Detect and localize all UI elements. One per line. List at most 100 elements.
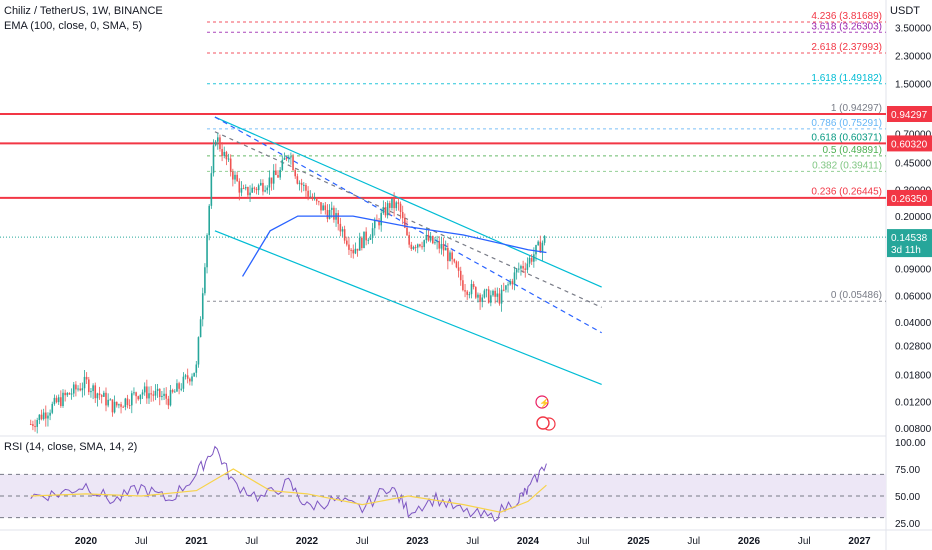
candle-body [182,376,185,389]
candle-body [477,294,479,298]
candle-body [85,376,88,380]
candle-body [535,245,537,255]
candle-body [171,390,174,392]
candle-body [184,375,187,377]
candle-body [472,284,475,288]
candle-body [107,399,109,406]
candle-body [115,401,118,406]
candle-body [88,379,90,393]
candle-body [526,263,529,270]
candle-body [109,399,112,401]
candle-body [492,290,494,296]
time-axis-tick: 2020 [75,536,98,547]
candle-body [386,203,389,216]
candle-body [169,390,172,406]
candle-body [197,337,200,365]
candle-body [165,393,167,399]
lightning-glyph-icon: ⚡ [539,397,550,409]
candle-body [49,412,51,416]
candle-body [494,290,496,297]
candle-body [141,392,144,395]
candle-body [152,394,155,396]
channel-line [214,131,602,308]
level-badge-bg [887,189,932,206]
candle-body [266,187,269,191]
candle-body [219,137,221,150]
candle-body [481,297,484,302]
time-axis-tick: Jul [245,536,258,547]
fib-level-label: 0.5 (0.49891) [823,145,883,156]
candle-body [539,241,542,253]
candle-body [429,236,432,241]
candle-body [191,376,193,382]
candle-body [502,289,505,291]
candle-body [462,280,464,291]
candle-body [406,227,408,236]
candle-body [438,241,441,249]
us-flag-icon [536,416,550,430]
candle-body [81,388,84,391]
time-axis-tick: Jul [356,536,369,547]
price-axis-tick: 0.04000 [895,318,932,329]
candle-body [55,397,58,403]
candle-body [408,235,410,245]
candle-body [324,205,327,211]
candle-body [260,182,262,186]
candle-body [90,391,92,393]
candle-body [167,398,170,406]
candle-body [328,209,331,219]
candle-body [425,234,428,241]
candle-body [236,174,238,182]
fib-level-label: 0.618 (0.60371) [811,132,882,143]
rsi-indicator-label[interactable]: RSI (14, close, SMA, 14, 2) [4,441,138,453]
candle-body [423,240,425,247]
ema-indicator-label[interactable]: EMA (100, close, 0, SMA, 5) [4,20,143,32]
level-badge: 0.94297 [891,110,928,121]
candle-body [96,393,99,399]
candle-body [318,201,320,203]
candle-body [193,372,195,377]
lightning-event-icon [535,395,549,409]
candle-body [354,248,357,254]
candle-body [128,404,131,406]
candle-body [419,244,421,247]
candle-body [432,236,434,244]
time-axis-tick: 2022 [296,536,319,547]
candle-body [543,235,546,243]
candle-body [70,393,73,395]
candle-body [537,241,539,246]
candle-body [223,151,226,157]
candle-body [378,220,380,226]
candle-body [180,388,183,390]
price-axis-tick: 0.02800 [895,342,932,353]
candle-body [333,207,335,220]
level-badge-bg [887,135,932,152]
candle-body [380,213,382,226]
candle-body [176,383,178,392]
candle-body [40,414,43,420]
candle-body [100,395,103,397]
candle-body [285,157,288,159]
candle-body [210,173,213,206]
candle-body [29,424,32,426]
candle-body [51,403,54,413]
candle-body [251,187,253,193]
currency-label[interactable]: USDT [890,5,920,17]
candle-body [57,397,60,403]
candle-body [174,391,176,393]
candle-body [195,364,198,373]
candle-body [214,141,217,146]
candle-body [509,281,511,285]
candle-body [505,285,507,290]
price-axis-tick: 0.00800 [895,424,932,435]
candle-body [363,231,365,249]
fib-level-label: 0.786 (0.75291) [811,118,882,129]
candle-body [393,198,395,209]
candle-body [320,202,322,211]
candle-body [485,289,488,291]
candle-body [384,207,387,216]
candle-body [287,156,290,159]
candle-body [83,376,86,389]
candle-body [234,174,236,180]
